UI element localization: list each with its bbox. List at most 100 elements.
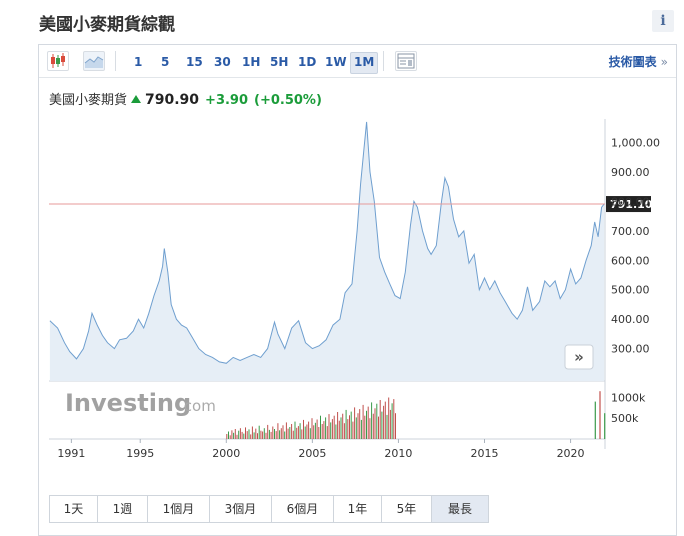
last-price: 790.90 bbox=[145, 92, 200, 108]
volume-bar bbox=[355, 417, 357, 439]
volume-bar bbox=[359, 409, 361, 439]
volume-bar bbox=[294, 421, 296, 439]
x-tick-label: 1991 bbox=[57, 447, 85, 460]
volume-bar bbox=[333, 415, 335, 439]
volume-bar bbox=[345, 409, 347, 439]
volume-bar bbox=[313, 425, 315, 439]
volume-bar bbox=[255, 428, 257, 439]
volume-bar bbox=[321, 424, 323, 439]
y-axis: 1,000.00 900.00 800.00 700.00 600.00 500.00 40… bbox=[611, 137, 660, 356]
volume-bar bbox=[246, 431, 248, 439]
volume-bar bbox=[231, 430, 233, 439]
quote-line: 美國小麥期貨 790.90 +3.90 (+0.50%) bbox=[49, 89, 322, 108]
candlestick-chart-icon[interactable] bbox=[47, 51, 69, 71]
range-selector: 1天 1週 1個月 3個月 6個月 1年 5年 最長 bbox=[49, 495, 489, 523]
volume-bar bbox=[297, 426, 299, 439]
volume-bar bbox=[314, 422, 316, 439]
range-1m-button[interactable]: 1個月 bbox=[148, 496, 210, 522]
volume-bar bbox=[308, 421, 310, 439]
volume-bar bbox=[304, 426, 306, 439]
volume-bar bbox=[393, 399, 395, 439]
y-tick-label: 900.00 bbox=[611, 166, 650, 179]
up-arrow-icon bbox=[131, 95, 142, 103]
volume-bar bbox=[357, 413, 359, 439]
volume-bar bbox=[279, 430, 281, 439]
volume-bar bbox=[275, 431, 277, 439]
interval-1h-button[interactable]: 1H bbox=[242, 55, 261, 69]
volume-bar bbox=[258, 425, 260, 439]
volume-bars bbox=[226, 391, 606, 439]
x-tick-label: 2020 bbox=[557, 447, 585, 460]
volume-bar bbox=[277, 423, 279, 439]
area-chart-icon[interactable] bbox=[83, 51, 105, 71]
interval-1m-button[interactable]: 1M bbox=[350, 52, 379, 74]
volume-bar bbox=[291, 424, 293, 439]
y-tick-label: 1,000.00 bbox=[611, 137, 660, 150]
x-tick-label: 2010 bbox=[384, 447, 412, 460]
volume-bar bbox=[599, 391, 601, 439]
interval-5min-button[interactable]: 5 bbox=[161, 55, 170, 69]
scroll-right-button[interactable]: » bbox=[564, 344, 594, 370]
volume-bar bbox=[233, 432, 235, 439]
volume-bar bbox=[352, 421, 354, 439]
price-chart[interactable]: 791.10 1,000.00 900.00 800.00 700.00 600.00 5… bbox=[39, 109, 676, 509]
volume-bar bbox=[331, 419, 333, 439]
volume-bar bbox=[282, 425, 284, 439]
volume-bar bbox=[251, 426, 253, 439]
volume-bar bbox=[374, 408, 376, 439]
table-view-icon[interactable] bbox=[395, 51, 417, 71]
watermark-suffix: .com bbox=[179, 397, 216, 415]
volume-bar bbox=[364, 415, 366, 439]
interval-30min-button[interactable]: 30 bbox=[214, 55, 231, 69]
volume-bar bbox=[296, 427, 298, 439]
volume-bar bbox=[289, 427, 291, 439]
volume-bar bbox=[284, 431, 286, 439]
interval-5h-button[interactable]: 5H bbox=[270, 55, 289, 69]
range-6m-button[interactable]: 6個月 bbox=[272, 496, 334, 522]
volume-bar bbox=[253, 432, 255, 439]
volume-bar bbox=[340, 417, 342, 439]
volume-bar bbox=[241, 431, 243, 439]
volume-bar bbox=[239, 428, 241, 439]
volume-bar bbox=[330, 422, 332, 439]
advanced-chart-link[interactable]: 技術圖表» bbox=[609, 53, 668, 70]
interval-1w-button[interactable]: 1W bbox=[325, 55, 347, 69]
volume-bar bbox=[371, 402, 373, 439]
interval-15min-button[interactable]: 15 bbox=[186, 55, 203, 69]
volume-bar bbox=[267, 424, 269, 439]
range-3m-button[interactable]: 3個月 bbox=[210, 496, 272, 522]
volume-bar bbox=[229, 435, 231, 439]
range-1w-button[interactable]: 1週 bbox=[98, 496, 148, 522]
price-line bbox=[49, 121, 605, 364]
x-axis: 1991 1995 2000 2005 2010 2015 2020 bbox=[57, 439, 585, 460]
toolbar-divider bbox=[115, 51, 116, 71]
range-max-button[interactable]: 最長 bbox=[432, 496, 488, 522]
y-tick-label: 800.00 bbox=[611, 195, 650, 208]
interval-1d-button[interactable]: 1D bbox=[298, 55, 317, 69]
volume-bar bbox=[309, 428, 311, 439]
volume-axis: 1000k 500k bbox=[611, 391, 646, 425]
volume-bar bbox=[311, 418, 313, 439]
volume-bar bbox=[349, 415, 350, 439]
info-button[interactable]: i bbox=[652, 10, 674, 32]
volume-bar bbox=[280, 428, 282, 439]
interval-1min-button[interactable]: 1 bbox=[134, 55, 143, 69]
volume-bar bbox=[268, 429, 270, 439]
volume-bar bbox=[350, 411, 352, 439]
volume-bar bbox=[362, 404, 364, 439]
y-tick-label: 400.00 bbox=[611, 313, 650, 326]
range-1d-button[interactable]: 1天 bbox=[50, 496, 98, 522]
double-chevron-icon: » bbox=[574, 348, 584, 366]
range-1y-button[interactable]: 1年 bbox=[334, 496, 382, 522]
range-5y-button[interactable]: 5年 bbox=[382, 496, 432, 522]
volume-bar bbox=[389, 409, 391, 439]
instrument-name: 美國小麥期貨 bbox=[49, 93, 128, 108]
volume-bar bbox=[260, 430, 262, 439]
volume-bar bbox=[337, 412, 339, 439]
price-area bbox=[49, 121, 605, 382]
last-price-tag bbox=[606, 196, 651, 213]
x-tick-label: 2005 bbox=[298, 447, 326, 460]
y-tick-label: 700.00 bbox=[611, 225, 650, 238]
volume-bar bbox=[360, 419, 362, 439]
volume-tick-label: 1000k bbox=[611, 391, 646, 404]
